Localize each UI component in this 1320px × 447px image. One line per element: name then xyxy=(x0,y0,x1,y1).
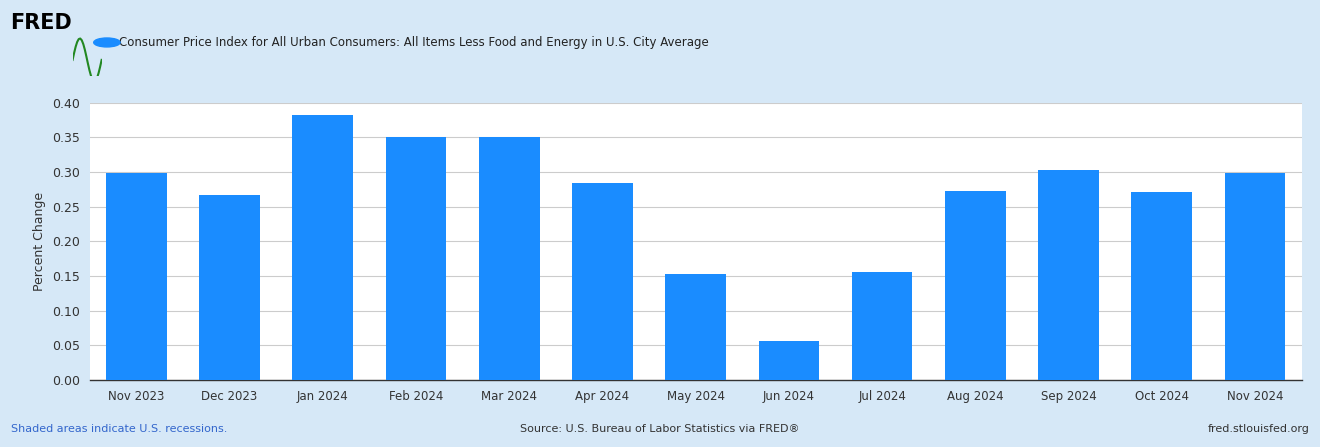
Bar xyxy=(851,272,912,380)
Bar xyxy=(293,114,352,380)
Bar xyxy=(106,173,166,380)
Bar xyxy=(479,138,540,380)
Bar xyxy=(572,183,632,380)
Bar xyxy=(1039,170,1098,380)
Bar xyxy=(945,191,1006,380)
Bar xyxy=(385,138,446,380)
Text: FRED: FRED xyxy=(11,13,73,34)
Text: Shaded areas indicate U.S. recessions.: Shaded areas indicate U.S. recessions. xyxy=(11,424,227,434)
Bar xyxy=(665,274,726,380)
Bar xyxy=(1131,192,1192,380)
Bar xyxy=(759,341,820,380)
Text: Consumer Price Index for All Urban Consumers: All Items Less Food and Energy in : Consumer Price Index for All Urban Consu… xyxy=(119,36,709,49)
Bar xyxy=(199,195,260,380)
Text: fred.stlouisfed.org: fred.stlouisfed.org xyxy=(1208,424,1309,434)
Text: Source: U.S. Bureau of Labor Statistics via FRED®: Source: U.S. Bureau of Labor Statistics … xyxy=(520,424,800,434)
Bar xyxy=(1225,173,1286,380)
Y-axis label: Percent Change: Percent Change xyxy=(33,192,46,291)
